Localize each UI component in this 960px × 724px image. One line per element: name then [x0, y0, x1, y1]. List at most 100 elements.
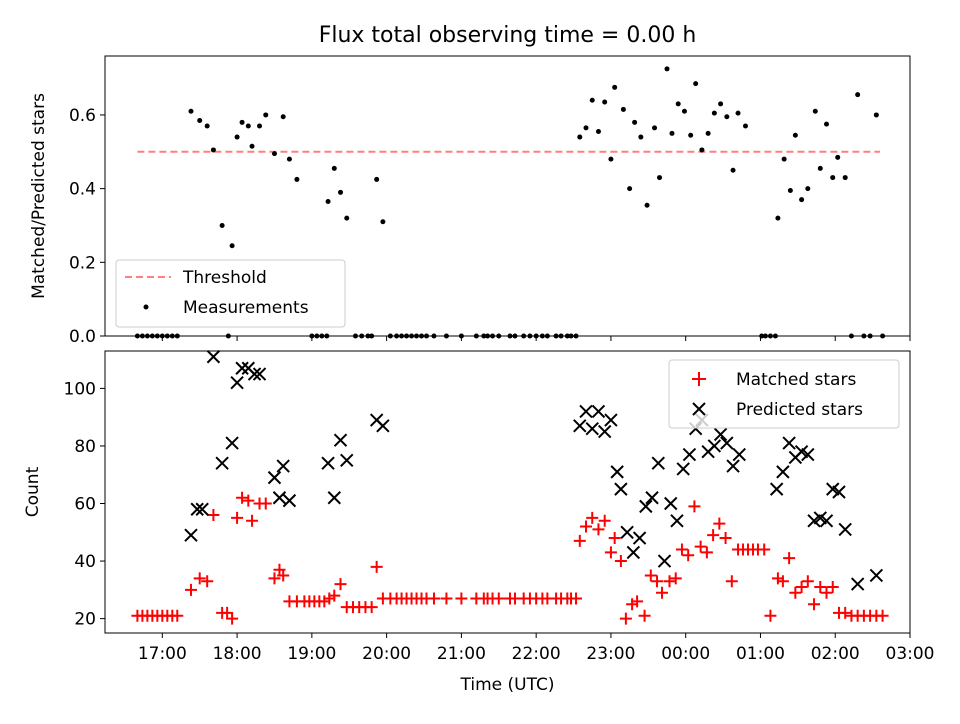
predicted-star-point [333, 433, 348, 447]
measurement-point [352, 333, 358, 339]
x-tick-label: 20:00 [362, 644, 411, 664]
matched-star-point [783, 552, 796, 565]
matched-star-point [719, 532, 732, 545]
top-legend-frame [115, 259, 346, 328]
measurement-point [154, 333, 160, 339]
predicted-star-point [190, 502, 204, 516]
measurement-point [711, 110, 717, 116]
matched-star-point [651, 575, 664, 588]
bottom-y-tick-label: 60 [74, 495, 96, 515]
predicted-star-point [230, 375, 244, 390]
measurement-point [286, 156, 292, 162]
bottom-y-tick-label: 80 [74, 437, 96, 457]
predicted-star-point [195, 502, 209, 516]
predicted-star-point [272, 491, 287, 505]
measurement-point [424, 333, 430, 339]
predicted-star-point [707, 439, 722, 453]
measurement-point [657, 175, 663, 181]
predicted-star-point [639, 499, 653, 514]
measurement-point [620, 106, 626, 112]
measurement-point [507, 333, 513, 339]
measurement-point [365, 333, 371, 339]
matched-star-point [694, 540, 707, 553]
measurement-point [458, 333, 464, 339]
measurement-point [688, 132, 694, 138]
predicted-star-point [247, 367, 262, 381]
predicted-star-point [573, 419, 587, 433]
measurement-point [369, 333, 375, 339]
predicted-star-point [206, 350, 221, 364]
measurement-point [374, 176, 380, 182]
matched-star-point [839, 606, 852, 619]
predicted-star-point [276, 459, 290, 473]
legend-measurements-label: Measurements [183, 298, 309, 318]
measurement-point [225, 333, 231, 339]
predicted-star-point [682, 447, 697, 462]
matched-star-point [455, 592, 468, 605]
predicted-star-point [327, 491, 341, 505]
measurement-point [787, 187, 793, 193]
measurement-point [414, 333, 420, 339]
bottom-x-axis-label: Time (UTC) [460, 675, 555, 695]
bottom-y-tick-label: 40 [74, 552, 96, 572]
predicted-star-point [376, 419, 390, 433]
measurement-point [134, 333, 140, 339]
measurement-point [169, 333, 175, 339]
measurement-point [210, 147, 216, 153]
predicted-star-point [282, 493, 297, 508]
matched-star-point [592, 523, 605, 536]
measurement-point [359, 333, 365, 339]
predicted-star-point [620, 525, 634, 539]
measurement-point [583, 125, 589, 131]
measurement-point [669, 130, 675, 136]
measurement-point [564, 333, 570, 339]
measurement-point [589, 97, 595, 103]
matched-star-point [277, 569, 290, 582]
top-y-axis-label: Matched/Predicted stars [29, 93, 49, 299]
matched-star-point [370, 560, 383, 573]
predicted-star-point [321, 456, 335, 470]
measurement-point [271, 151, 277, 157]
measurement-point [394, 333, 400, 339]
measurement-point [705, 130, 711, 136]
predicted-star-point [869, 568, 884, 583]
predicted-star-point [626, 545, 641, 560]
top-y-tick-label: 0.4 [69, 180, 96, 200]
measurement-point [539, 333, 545, 339]
measurement-point [319, 333, 325, 339]
measurement-point [485, 333, 491, 339]
measurement-point [338, 189, 344, 195]
measurement-point [380, 219, 386, 225]
measurement-point [644, 202, 650, 208]
measurement-point [431, 333, 437, 339]
measurement-point [638, 134, 644, 140]
matched-star-point [631, 595, 644, 608]
top-legend: Threshold Measurements [115, 259, 346, 328]
predicted-star-point [838, 522, 852, 537]
legend-matched-label: Matched stars [736, 370, 856, 390]
measurement-point [344, 215, 350, 221]
matched-star-point [328, 589, 341, 602]
matched-star-point [440, 592, 453, 605]
matched-star-point [713, 517, 726, 530]
predicted-star-point [850, 577, 865, 591]
matched-star-point [614, 555, 627, 568]
bottom-y-tick-label: 100 [64, 379, 96, 399]
predicted-star-point [657, 554, 672, 568]
top-y-tick-label: 0.0 [69, 327, 96, 347]
legend-threshold-label: Threshold [182, 268, 267, 288]
measurement-point [443, 333, 449, 339]
measurement-point [234, 134, 240, 140]
top-y-tick-label: 0.2 [69, 253, 96, 273]
matched-star-point [184, 583, 197, 596]
measurement-point [229, 243, 235, 249]
matched-star-point [820, 586, 833, 599]
matched-star-point [795, 580, 808, 593]
measurement-point [799, 197, 805, 203]
matched-star-point [707, 529, 720, 542]
predicted-star-point [579, 404, 593, 419]
measurement-point [699, 147, 705, 153]
measurement-point [767, 333, 773, 339]
matched-star-point [656, 586, 669, 599]
matched-star-point [814, 580, 827, 593]
